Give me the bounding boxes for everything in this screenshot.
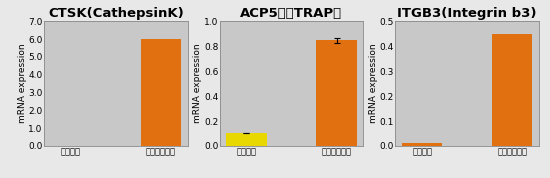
Bar — [492, 34, 532, 146]
Bar — [316, 40, 357, 146]
Y-axis label: mRNA expression: mRNA expression — [194, 44, 202, 124]
Bar — [141, 39, 181, 146]
Y-axis label: mRNA expression: mRNA expression — [369, 44, 378, 124]
Title: ITGB3(Integrin b3): ITGB3(Integrin b3) — [398, 7, 537, 20]
Bar — [226, 134, 267, 146]
Title: ACP5　（TRAP）: ACP5 （TRAP） — [240, 7, 343, 20]
Bar — [402, 143, 442, 146]
Title: CTSK(CathepsinK): CTSK(CathepsinK) — [48, 7, 184, 20]
Y-axis label: mRNA expression: mRNA expression — [18, 44, 27, 124]
